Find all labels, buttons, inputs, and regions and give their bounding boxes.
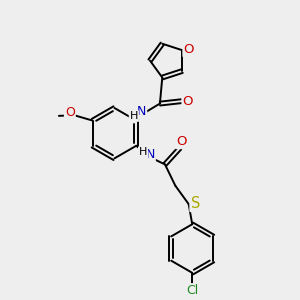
Text: H: H — [139, 147, 147, 157]
Text: H: H — [130, 111, 138, 121]
Text: O: O — [176, 135, 187, 148]
Text: N: N — [137, 105, 146, 118]
Text: O: O — [182, 95, 193, 108]
Text: S: S — [190, 196, 200, 211]
Text: O: O — [65, 106, 75, 119]
Text: O: O — [183, 43, 194, 56]
Text: N: N — [146, 148, 155, 161]
Text: Cl: Cl — [186, 284, 198, 297]
